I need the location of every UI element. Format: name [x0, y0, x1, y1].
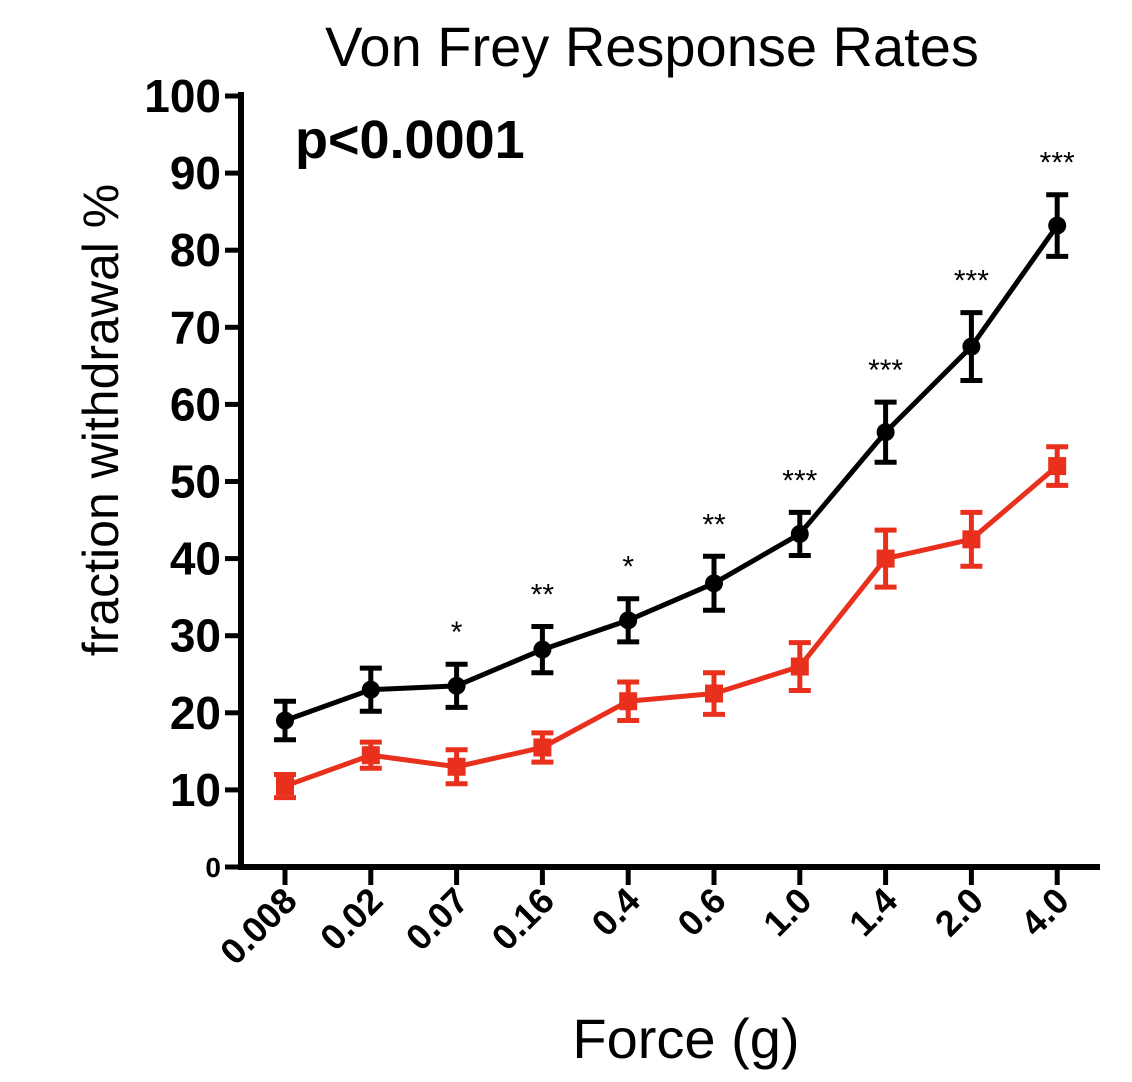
significance-label: *** [868, 354, 903, 387]
x-tick-label: 0.008 [212, 880, 305, 973]
y-tick-label: 100 [144, 70, 221, 122]
series-1: ****************** [274, 147, 1075, 743]
y-tick-label: 80 [170, 224, 221, 276]
x-axis-label: Force (g) [572, 1007, 799, 1070]
data-point [533, 640, 552, 659]
p-value-annotation: p<0.0001 [295, 110, 525, 170]
x-tick-label: 1.4 [841, 880, 905, 944]
x-tick-label: 0.4 [583, 880, 647, 944]
chart-title: Von Frey Response Rates [325, 15, 979, 78]
data-point [276, 711, 294, 730]
y-tick-label: 40 [170, 533, 221, 585]
y-tick-label: 30 [170, 610, 221, 662]
y-tick-label: 60 [170, 378, 221, 430]
data-point [876, 549, 895, 568]
y-tick-label: 50 [170, 456, 221, 508]
significance-label: ** [702, 508, 726, 541]
data-point [447, 757, 466, 776]
data-point [790, 657, 809, 676]
x-tick-label: 0.02 [312, 880, 391, 959]
x-tick-label: 4.0 [1012, 880, 1076, 944]
data-point [619, 692, 638, 711]
data-point [447, 676, 466, 695]
data-point [1048, 457, 1067, 476]
significance-label: *** [954, 265, 989, 298]
y-axis-label: fraction withdrawal % [73, 184, 129, 656]
x-tick-label: 2.0 [927, 880, 991, 944]
series-line [284, 464, 1059, 789]
plot-area: ****************** [274, 147, 1075, 801]
data-point [361, 746, 380, 765]
y-axis-label-group: fraction withdrawal % [73, 184, 129, 656]
x-tick-label: 0.07 [398, 880, 477, 959]
data-point [1048, 216, 1067, 235]
series-2 [274, 444, 1069, 801]
data-point [790, 524, 809, 543]
data-point [705, 574, 723, 593]
data-point [962, 530, 981, 549]
data-point [962, 337, 981, 356]
data-point [361, 680, 380, 699]
y-tick-label: 70 [170, 301, 221, 353]
data-point [876, 423, 895, 442]
data-point [533, 738, 552, 757]
significance-label: *** [1040, 147, 1075, 180]
x-tick-label: 0.16 [484, 880, 563, 959]
series-line [284, 224, 1060, 723]
data-point [705, 684, 723, 703]
x-tick-label: 0.6 [669, 880, 733, 944]
data-point [619, 611, 638, 630]
significance-label: * [451, 616, 463, 649]
y-tick-label: 90 [170, 147, 221, 199]
data-point [276, 777, 294, 796]
significance-label: * [622, 551, 634, 584]
significance-label: ** [531, 578, 555, 611]
y-tick-label: 20 [170, 687, 221, 739]
axes: 0 10 20 30 40 50 60 70 80 90 100 0.008 0.02 0.07 0.16 0… [144, 70, 1100, 972]
y-tick-label: 0 [205, 852, 221, 883]
significance-label: *** [782, 464, 817, 497]
x-tick-label: 1.0 [755, 880, 819, 944]
y-tick-label: 10 [170, 764, 221, 816]
